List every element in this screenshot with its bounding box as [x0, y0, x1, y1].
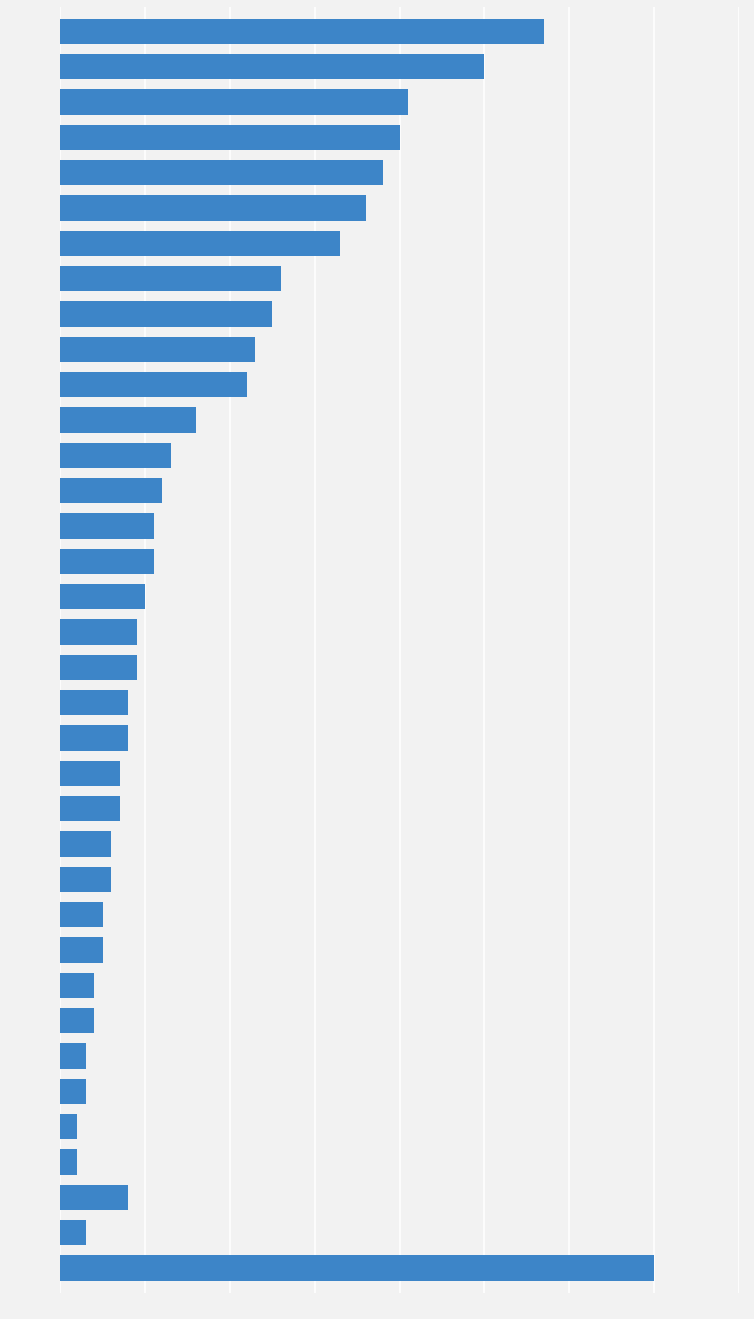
Bar [60, 54, 484, 79]
Bar [60, 90, 408, 115]
Bar [60, 18, 544, 44]
Bar [60, 1113, 77, 1140]
Bar [60, 1043, 86, 1068]
Bar [60, 938, 103, 963]
Bar [60, 831, 112, 856]
Bar [60, 795, 120, 822]
Bar [60, 408, 196, 433]
Bar [60, 972, 94, 998]
Bar [60, 1008, 94, 1033]
Bar [60, 266, 280, 291]
Bar [60, 477, 162, 504]
Bar [60, 301, 272, 327]
Bar [60, 1184, 128, 1210]
Bar [60, 690, 128, 715]
Bar [60, 1079, 86, 1104]
Bar [60, 336, 256, 361]
Bar [60, 160, 382, 186]
Bar [60, 124, 400, 150]
Bar [60, 584, 145, 609]
Bar [60, 195, 366, 220]
Bar [60, 231, 340, 256]
Bar [60, 513, 154, 538]
Bar [60, 1256, 654, 1281]
Bar [60, 372, 247, 397]
Bar [60, 761, 120, 786]
Bar [60, 902, 103, 927]
Bar [60, 654, 136, 681]
Bar [60, 867, 112, 892]
Bar [60, 549, 154, 574]
Bar [60, 1149, 77, 1175]
Bar [60, 443, 170, 468]
Bar [60, 1220, 86, 1245]
Bar [60, 619, 136, 645]
Bar [60, 725, 128, 751]
